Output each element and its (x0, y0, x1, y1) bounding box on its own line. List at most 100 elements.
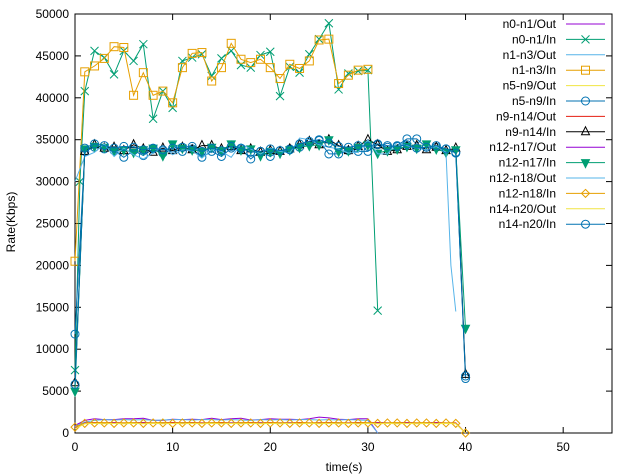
data-point (129, 142, 139, 152)
data-point (373, 306, 383, 316)
data-point (450, 146, 461, 156)
series-line (74, 139, 466, 385)
series-line (74, 138, 466, 379)
data-point (119, 141, 129, 151)
legend-entry-label: n1-n3/Out (503, 48, 557, 62)
data-point (148, 90, 158, 100)
series-n12-n18-out (74, 137, 457, 312)
data-point (451, 418, 461, 429)
data-point (197, 48, 207, 58)
y-tick-label: 50000 (36, 7, 70, 21)
data-point (333, 418, 344, 428)
data-point (275, 91, 285, 101)
data-point (343, 418, 354, 429)
data-point (265, 144, 275, 154)
data-point (460, 324, 471, 335)
data-point (580, 188, 591, 199)
data-point (256, 146, 266, 156)
data-point (226, 141, 236, 151)
data-point (246, 418, 256, 428)
data-point (581, 65, 590, 75)
data-point (246, 63, 256, 72)
data-point (314, 135, 324, 145)
data-point (138, 39, 148, 49)
data-point (158, 152, 168, 162)
data-point (460, 428, 471, 438)
data-point (158, 141, 168, 152)
data-point (460, 368, 471, 378)
legend-entry-label: n9-n14/In (505, 125, 556, 139)
data-point (70, 422, 80, 432)
data-point (265, 63, 275, 73)
data-point (99, 141, 109, 151)
data-point (70, 387, 80, 398)
series-line (74, 21, 379, 371)
data-point (275, 74, 285, 84)
data-point (148, 144, 158, 155)
data-point (187, 418, 197, 428)
data-point (431, 141, 441, 151)
data-point (382, 418, 393, 428)
data-point (285, 59, 295, 69)
y-tick-label: 30000 (36, 175, 70, 189)
data-point (256, 54, 266, 64)
data-point (373, 139, 383, 149)
x-tick-label: 40 (459, 440, 473, 454)
data-point (119, 43, 129, 53)
series-line (74, 422, 466, 434)
data-point (412, 143, 422, 153)
data-point (275, 418, 285, 428)
data-point (236, 60, 246, 70)
series-line (74, 137, 457, 312)
data-point (148, 143, 158, 153)
data-point (206, 418, 217, 428)
series-n1-n3-out (74, 419, 379, 434)
data-point (80, 418, 90, 429)
data-point (148, 418, 158, 428)
data-point (236, 418, 246, 428)
data-point (216, 63, 226, 73)
legend-entry-label: n5-n9/In (512, 94, 556, 108)
y-tick-label: 10000 (36, 342, 70, 356)
data-point (580, 125, 591, 136)
data-point (236, 143, 246, 153)
data-point (421, 142, 431, 152)
data-point (158, 145, 168, 155)
data-point (187, 141, 197, 151)
data-point (80, 67, 90, 77)
data-point (109, 143, 119, 153)
data-point (402, 140, 412, 150)
data-point (461, 371, 471, 381)
series-n0-n1-out (74, 416, 379, 434)
data-point (187, 48, 197, 58)
legend-entry-label: n12-n18/Out (489, 171, 556, 185)
legend-entry-label: n12-n17/Out (489, 140, 556, 154)
data-point (324, 418, 334, 428)
data-point (343, 142, 353, 152)
data-point (167, 418, 178, 429)
series-n12-n17-in (70, 136, 471, 398)
data-point (412, 134, 422, 144)
series-line (74, 38, 368, 262)
legend-entry-label: n1-n3/In (512, 63, 556, 77)
data-point (138, 418, 149, 429)
series-n0-n1-in (70, 18, 383, 375)
data-point (90, 61, 100, 71)
data-point (216, 146, 226, 156)
data-point (431, 418, 441, 429)
legend-entry-label: n9-n14/Out (496, 109, 557, 123)
legend-entry-label: n12-n17/In (499, 156, 556, 170)
y-tick-label: 0 (62, 426, 69, 440)
data-point (392, 141, 402, 151)
data-point (441, 144, 451, 154)
data-point (285, 62, 295, 72)
data-point (324, 138, 334, 148)
data-point (353, 418, 363, 428)
data-point (80, 86, 90, 96)
data-point (324, 34, 334, 44)
y-tick-label: 45000 (36, 49, 70, 63)
data-point (421, 140, 432, 151)
data-point (324, 136, 334, 146)
data-point (168, 143, 178, 153)
data-point (295, 139, 305, 149)
